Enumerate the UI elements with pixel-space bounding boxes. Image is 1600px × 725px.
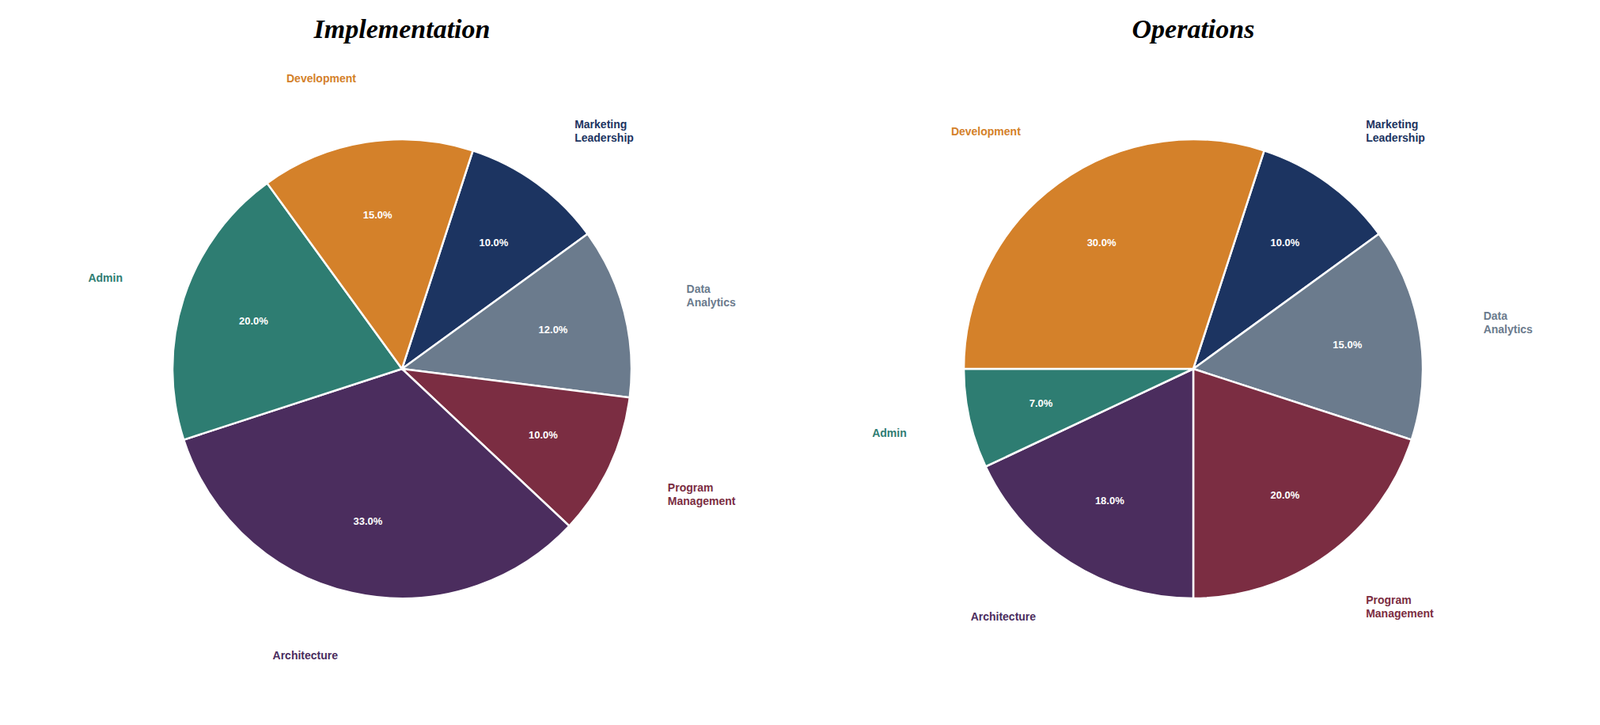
svg-text:ProgramManagement: ProgramManagement [1365,593,1434,620]
svg-text:Admin: Admin [87,271,123,285]
svg-text:30.0%: 30.0% [1087,236,1117,249]
svg-text:Architecture: Architecture [272,648,339,662]
svg-text:Development: Development [286,72,357,85]
html-text:Implementation: Implementation [313,14,491,44]
svg-text:33.0%: 33.0% [353,515,383,528]
svg-text:Development: Development [951,125,1021,138]
svg-text:DataAnalytics: DataAnalytics [686,282,736,309]
svg-text:15.0%: 15.0% [363,208,393,221]
svg-text:10.0%: 10.0% [1270,236,1300,249]
svg-text:18.0%: 18.0% [1095,494,1125,507]
svg-text:15.0%: 15.0% [1332,338,1362,351]
svg-text:Architecture: Architecture [970,610,1037,623]
svg-text:20.0%: 20.0% [1270,489,1300,501]
svg-text:12.0%: 12.0% [538,323,569,336]
svg-text:20.0%: 20.0% [238,314,269,327]
svg-text:DataAnalytics: DataAnalytics [1483,309,1533,336]
svg-text:MarketingLeadership: MarketingLeadership [1365,117,1426,145]
svg-text:Admin: Admin [872,426,907,440]
svg-text:10.0%: 10.0% [478,236,509,249]
html-text:Operations: Operations [1131,14,1255,44]
svg-text:10.0%: 10.0% [528,428,558,441]
svg-text:ProgramManagement: ProgramManagement [667,481,736,508]
svg-text:7.0%: 7.0% [1029,397,1054,410]
svg-text:MarketingLeadership: MarketingLeadership [574,117,634,145]
